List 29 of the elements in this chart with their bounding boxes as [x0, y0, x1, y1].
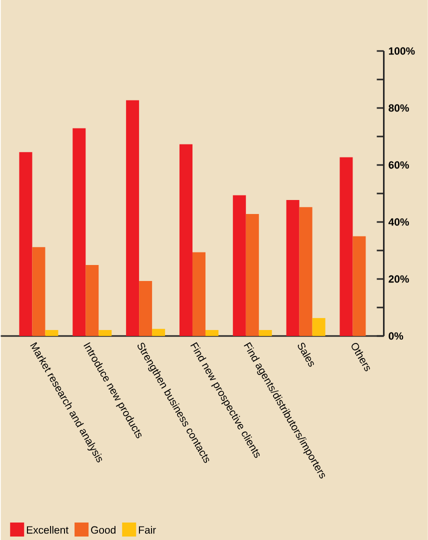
- bar: [192, 252, 206, 336]
- bar: [312, 318, 326, 336]
- bar: [206, 330, 219, 336]
- bar: [86, 265, 99, 336]
- bar: [340, 157, 353, 336]
- bar: [258, 330, 272, 336]
- bar: [139, 280, 152, 336]
- bar: [126, 100, 140, 336]
- y-tick-label: 60%: [388, 161, 410, 169]
- bar: [299, 207, 312, 336]
- legend-label: Good: [91, 526, 116, 534]
- y-tick-label: 100%: [389, 47, 415, 55]
- bar: [72, 128, 86, 336]
- y-tick-label: 20%: [388, 275, 410, 283]
- bar: [246, 214, 259, 336]
- legend-label: Excellent: [27, 526, 69, 534]
- bar: [45, 330, 58, 336]
- bar: [19, 152, 32, 336]
- bar: [180, 144, 193, 336]
- legend-label: Fair: [139, 526, 156, 534]
- bar: [98, 330, 112, 336]
- bar: [286, 200, 300, 336]
- y-tick-label: 40%: [388, 218, 410, 226]
- bar: [232, 195, 246, 336]
- y-tick-label: 80%: [388, 104, 410, 112]
- bar: [352, 236, 366, 336]
- bar: [152, 328, 166, 336]
- y-tick-label: 0%: [388, 332, 404, 340]
- bar: [32, 247, 46, 336]
